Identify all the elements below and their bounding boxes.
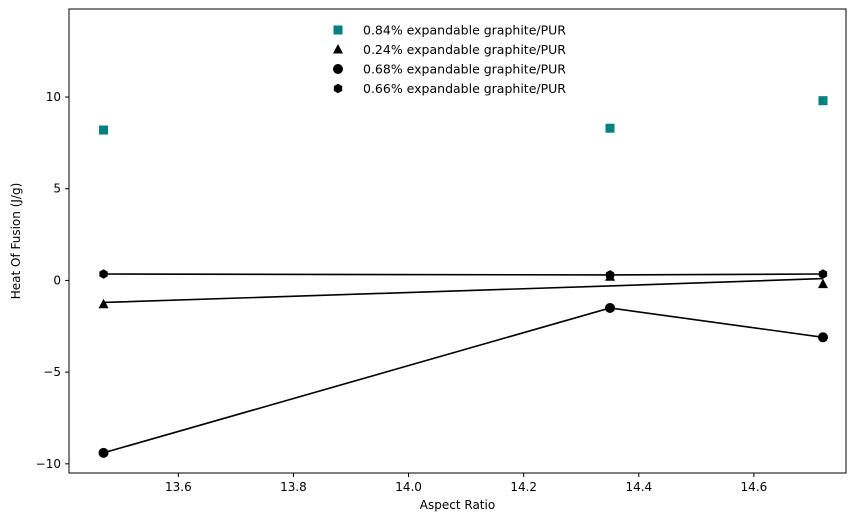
y-axis-ticks: −10 −5 0 5 10: [36, 90, 69, 471]
series-lines: [103, 273, 824, 454]
y-axis-label: Heat Of Fusion (J/g): [9, 183, 23, 300]
series-line-1: [103, 277, 824, 304]
y-tick-label: 10: [46, 90, 61, 104]
y-tick-label: −5: [43, 365, 61, 379]
legend-entry-label: 0.84% expandable graphite/PUR: [363, 23, 566, 38]
data-point-triangle: [98, 298, 109, 309]
data-point-circle: [605, 302, 616, 313]
series-markers: [98, 96, 828, 458]
data-point-hexagon: [818, 269, 828, 279]
x-tick-label: 14.2: [510, 480, 537, 494]
data-point-hexagon: [99, 269, 108, 279]
y-tick-label: 0: [53, 273, 61, 287]
data-point-square: [818, 96, 828, 106]
legend-entry-label: 0.24% expandable graphite/PUR: [363, 42, 566, 57]
y-tick-label: −10: [36, 457, 61, 471]
legend-marker-triangle: [333, 44, 343, 54]
plot-frame: [68, 8, 847, 474]
data-point-hexagon: [605, 270, 615, 280]
legend-marker-hexagon: [333, 83, 343, 94]
x-axis-ticks: 13.6 13.8 14.0 14.2 14.4 14.6: [165, 473, 767, 494]
x-tick-label: 13.8: [280, 480, 307, 494]
legend-marker-circle: [333, 64, 343, 74]
data-point-square: [605, 123, 615, 133]
data-point-square: [99, 125, 109, 135]
x-tick-label: 13.6: [165, 480, 192, 494]
series-line-3: [103, 273, 823, 276]
x-tick-label: 14.0: [395, 480, 422, 494]
x-tick-label: 14.6: [741, 480, 768, 494]
series-line-2: [103, 307, 824, 454]
y-tick-label: 5: [53, 182, 61, 196]
legend-entry-label: 0.66% expandable graphite/PUR: [363, 81, 566, 96]
legend-entry-label: 0.68% expandable graphite/PUR: [363, 62, 566, 77]
data-point-triangle: [817, 278, 828, 289]
x-axis-label: Aspect Ratio: [420, 498, 495, 512]
data-point-circle: [98, 447, 109, 458]
data-point-circle: [817, 332, 828, 343]
legend-marker-square: [333, 25, 343, 35]
legend: 0.84% expandable graphite/PUR 0.24% expan…: [333, 23, 566, 96]
x-tick-label: 14.4: [625, 480, 652, 494]
